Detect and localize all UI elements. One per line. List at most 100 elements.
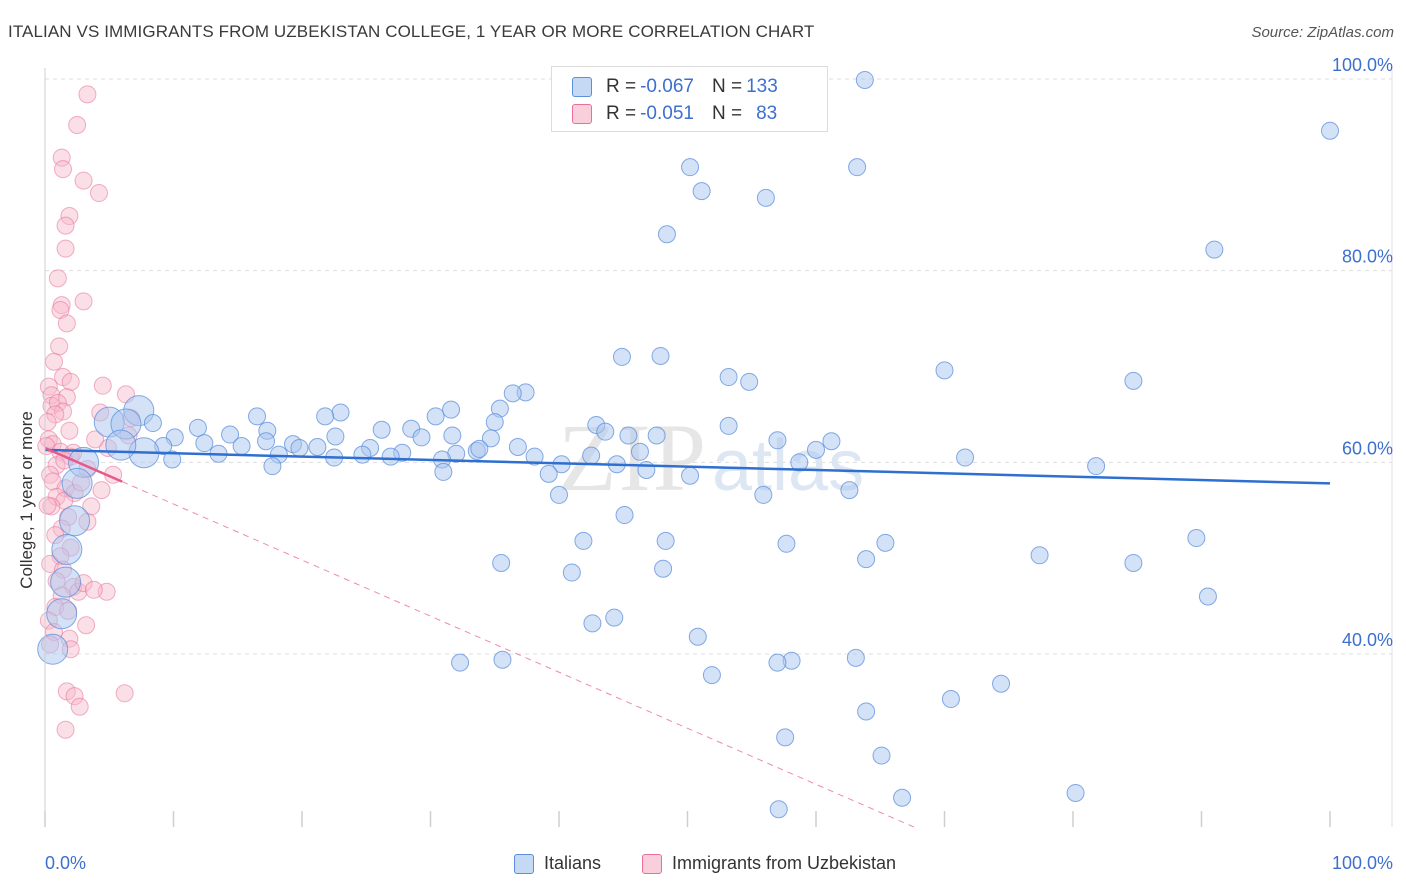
data-point-italians [941,690,960,709]
data-point-italians [935,361,954,380]
data-point-italians [550,485,568,504]
data-point-uzbekistan [60,207,79,226]
data-point-uzbekistan [44,352,63,371]
data-point-italians [681,158,700,177]
data-point-italians [756,188,775,207]
data-point-italians [442,400,461,419]
data-point-italians [372,420,391,439]
data-point-italians [1124,371,1143,390]
data-point-italians [647,426,666,445]
legend-row-italians: R = -0.067 N = 133 [572,74,778,100]
data-point-italians [654,559,673,578]
y-tick-label: 80.0% [1342,247,1393,267]
data-point-italians [1187,529,1206,548]
data-point-italians [1205,240,1224,259]
data-point-italians [651,346,670,365]
italians-points [37,70,1339,819]
data-point-italians [163,450,182,469]
data-point-italians [656,531,675,550]
data-point-italians [846,648,865,667]
data-point-italians [331,403,350,422]
data-point-italians [221,425,240,444]
x-tick-label-max: 100.0% [1332,853,1393,873]
legend-swatch-pink [572,104,592,124]
data-point-italians [692,182,711,201]
data-point-italians [637,461,656,479]
legend-swatch-uzbekistan [642,853,662,874]
legend-row-uzbekistan: R = -0.051 N = 83 [572,101,777,127]
legend-label-italians: Italians [544,853,602,873]
r-value: -0.067 [640,76,694,97]
data-point-italians [257,432,276,451]
data-point-italians [619,426,638,445]
data-point-italians [769,800,788,819]
legend-swatch-blue [572,77,592,97]
y-axis-label: College, 1 year or more [17,411,36,589]
data-point-italians [855,70,874,89]
data-point-uzbekistan [89,184,108,203]
data-point-uzbekistan [57,388,76,407]
trend-line-uzbekistan-dashed [121,481,914,828]
legend-swatch-italians [514,853,534,874]
data-point-italians [790,453,809,472]
data-point-italians [290,438,309,457]
data-point-uzbekistan [68,116,87,134]
data-point-italians [1321,121,1339,140]
data-point-italians [143,414,162,433]
data-point-italians [840,481,859,500]
data-point-uzbekistan [60,421,79,440]
data-point-italians [768,431,787,450]
data-point-italians [37,633,69,665]
data-point-italians [754,485,773,504]
data-point-uzbekistan [77,616,96,635]
n-value: 83 [756,103,778,124]
axes: 40.0% 60.0% 80.0% 100.0% 0.0% 100.0% [44,55,1393,873]
data-point-italians [51,534,83,566]
data-point-uzbekistan [46,405,65,424]
data-point-italians [688,627,707,646]
data-point-uzbekistan [52,148,71,167]
data-point-italians [470,439,489,458]
data-point-uzbekistan [70,697,89,716]
data-point-italians [857,550,876,569]
data-point-italians [316,407,335,426]
y-tick-label: 60.0% [1342,438,1393,458]
r-value: -0.051 [640,103,694,124]
chart-title: ITALIAN VS IMMIGRANTS FROM UZBEKISTAN CO… [8,22,815,41]
data-point-uzbekistan [50,337,69,356]
data-point-uzbekistan [53,160,72,179]
trend-line-uzbekistan [44,446,123,483]
data-point-uzbekistan [78,85,97,104]
watermark-atlas: atlas [712,426,864,506]
data-point-uzbekistan [38,496,57,515]
data-point-italians [681,466,700,485]
data-point-italians [615,506,634,525]
legend-item-uzbekistan[interactable]: Immigrants from Uzbekistan [642,853,896,874]
data-point-italians [539,464,558,483]
trend-lines [44,446,1331,828]
data-point-italians [872,746,891,765]
data-point-italians [434,462,453,481]
data-point-uzbekistan [57,314,76,333]
correlation-legend: R = -0.067 N = 133 R = -0.051 N = 83 [551,66,828,132]
data-point-italians [105,429,137,461]
data-point-italians [381,447,400,466]
data-point-italians [857,702,876,721]
data-point-uzbekistan [48,269,67,288]
data-point-italians [481,429,500,448]
data-point-italians [630,442,649,461]
data-point-italians [493,650,512,669]
data-point-italians [822,432,841,451]
data-point-italians [596,422,615,441]
data-point-italians [195,434,214,453]
data-point-italians [956,448,975,467]
data-point-italians [657,225,676,244]
series-legend: Italians Immigrants from Uzbekistan [0,850,1406,880]
data-point-uzbekistan [56,216,75,235]
data-point-uzbekistan [74,292,93,311]
data-point-italians [583,614,602,633]
legend-item-italians[interactable]: Italians [514,853,601,874]
data-point-italians [612,347,631,366]
data-point-uzbekistan [48,393,67,412]
